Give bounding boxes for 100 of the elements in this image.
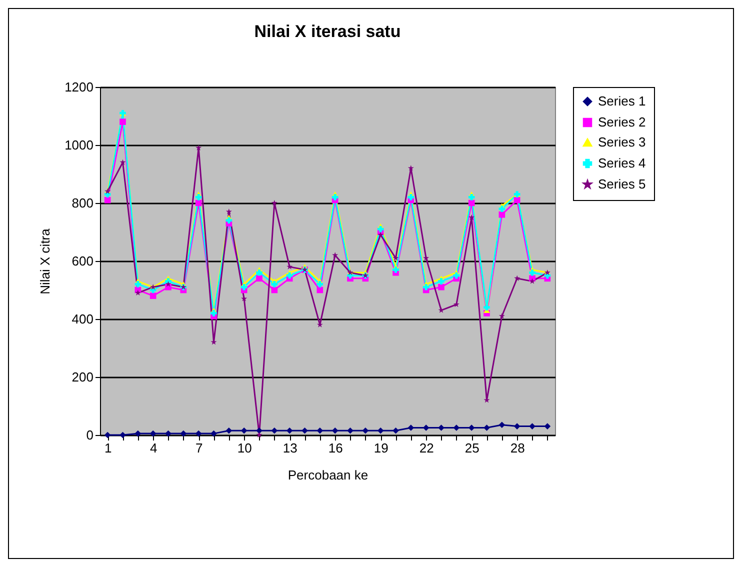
point [134, 430, 142, 437]
point [226, 208, 232, 214]
legend-label: Series 1 [598, 94, 646, 108]
point [134, 290, 141, 296]
x-tick-label: 22 [419, 440, 434, 456]
point [120, 432, 126, 438]
point [408, 165, 414, 171]
x-tick-label: 4 [150, 440, 158, 456]
point [134, 281, 142, 288]
point [226, 217, 232, 224]
point [422, 424, 430, 431]
y-tick-label: 0 [86, 428, 94, 442]
x-tick-label: 1 [104, 440, 112, 456]
point [332, 427, 338, 434]
point [240, 427, 248, 434]
point [332, 252, 338, 258]
point [271, 427, 278, 434]
point [104, 432, 111, 438]
point [438, 424, 444, 431]
x-tick-label: 28 [510, 440, 525, 456]
point [484, 424, 490, 431]
y-tick-label: 1000 [64, 138, 94, 152]
point [286, 427, 293, 434]
point [150, 430, 156, 437]
point [256, 275, 262, 282]
point [256, 269, 262, 276]
legend-label: Series 3 [598, 134, 646, 150]
point [468, 424, 475, 431]
point [498, 206, 506, 212]
point [316, 427, 324, 434]
point [408, 194, 414, 200]
x-tick-label: 10 [237, 440, 252, 456]
point [165, 430, 172, 437]
point [210, 430, 217, 437]
point [498, 312, 505, 319]
point [165, 281, 172, 287]
point [438, 278, 444, 284]
legend-label: Series 2 [598, 114, 646, 130]
point [468, 214, 475, 220]
x-tick-label: 19 [374, 440, 388, 456]
point [347, 427, 354, 434]
x-tick-label: 7 [195, 440, 203, 456]
point [377, 226, 384, 232]
y-axis-title: Nilai X citra [38, 228, 53, 294]
point [271, 281, 278, 288]
point [408, 424, 414, 431]
point [453, 301, 460, 308]
legend-label: Series 5 [598, 176, 646, 192]
point [514, 196, 520, 204]
point [241, 296, 248, 302]
point [286, 264, 293, 270]
point [195, 430, 202, 437]
point [332, 194, 338, 200]
point [271, 200, 278, 206]
point [226, 427, 232, 434]
point [104, 196, 111, 204]
point [514, 275, 520, 281]
point [529, 278, 536, 284]
point [438, 284, 444, 290]
point [453, 272, 460, 279]
point [378, 232, 384, 238]
legend-label: Series 4 [598, 156, 646, 170]
x-axis-title: Percobaan ke [288, 468, 368, 482]
y-tick-label: 600 [72, 254, 94, 268]
point [210, 310, 217, 316]
point [529, 423, 536, 430]
y-tick-label: 200 [72, 370, 94, 384]
y-tick-label: 1200 [64, 80, 94, 94]
chart-title: Nilai X iterasi satu [254, 22, 401, 41]
point [120, 118, 126, 125]
point [316, 281, 324, 288]
point [196, 144, 202, 150]
point [377, 427, 384, 434]
point [362, 427, 369, 434]
y-tick-label: 400 [72, 312, 94, 326]
point [453, 424, 460, 431]
point [422, 284, 430, 290]
point [392, 266, 399, 273]
point [484, 304, 490, 311]
point [423, 254, 430, 261]
point [302, 427, 308, 434]
x-tick-label: 25 [464, 440, 480, 456]
y-tick-label: 800 [72, 196, 94, 210]
point [392, 427, 399, 434]
point [256, 427, 262, 434]
point [529, 269, 536, 276]
point [150, 292, 156, 299]
x-tick-label: 16 [328, 440, 343, 456]
x-tick-label: 13 [282, 440, 298, 456]
point [120, 159, 126, 165]
point [468, 194, 475, 200]
point [514, 423, 520, 430]
point [256, 432, 262, 438]
point [240, 284, 248, 290]
point [544, 423, 551, 430]
point [498, 422, 506, 428]
point [180, 430, 187, 437]
point [195, 194, 202, 200]
point [498, 211, 506, 218]
point [286, 272, 293, 279]
